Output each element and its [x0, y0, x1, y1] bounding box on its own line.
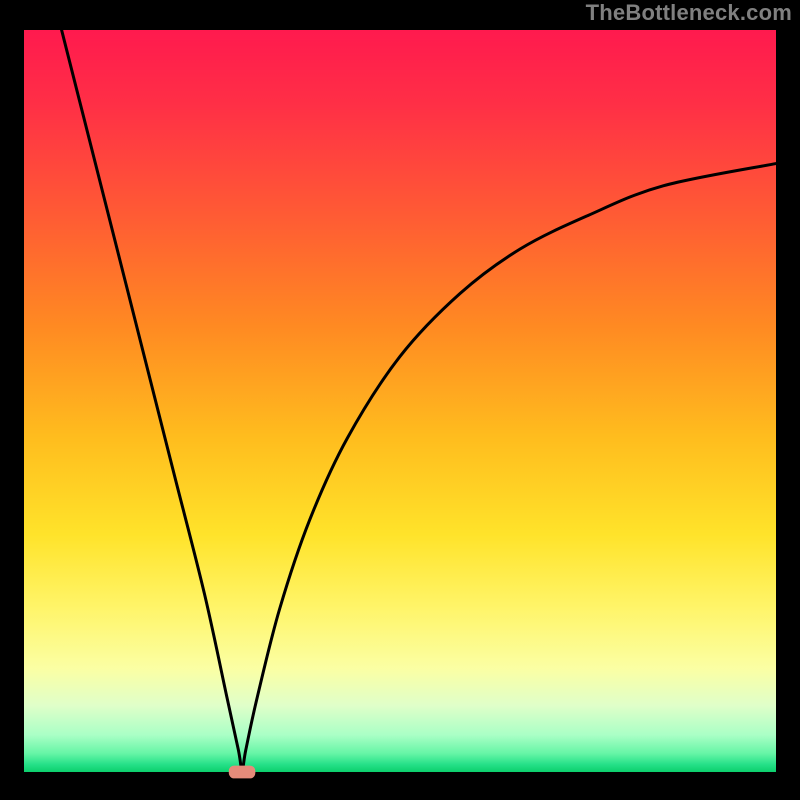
bottleneck-chart: [0, 0, 800, 800]
plot-background: [24, 30, 776, 772]
optimal-marker: [229, 766, 255, 778]
chart-container: TheBottleneck.com: [0, 0, 800, 800]
